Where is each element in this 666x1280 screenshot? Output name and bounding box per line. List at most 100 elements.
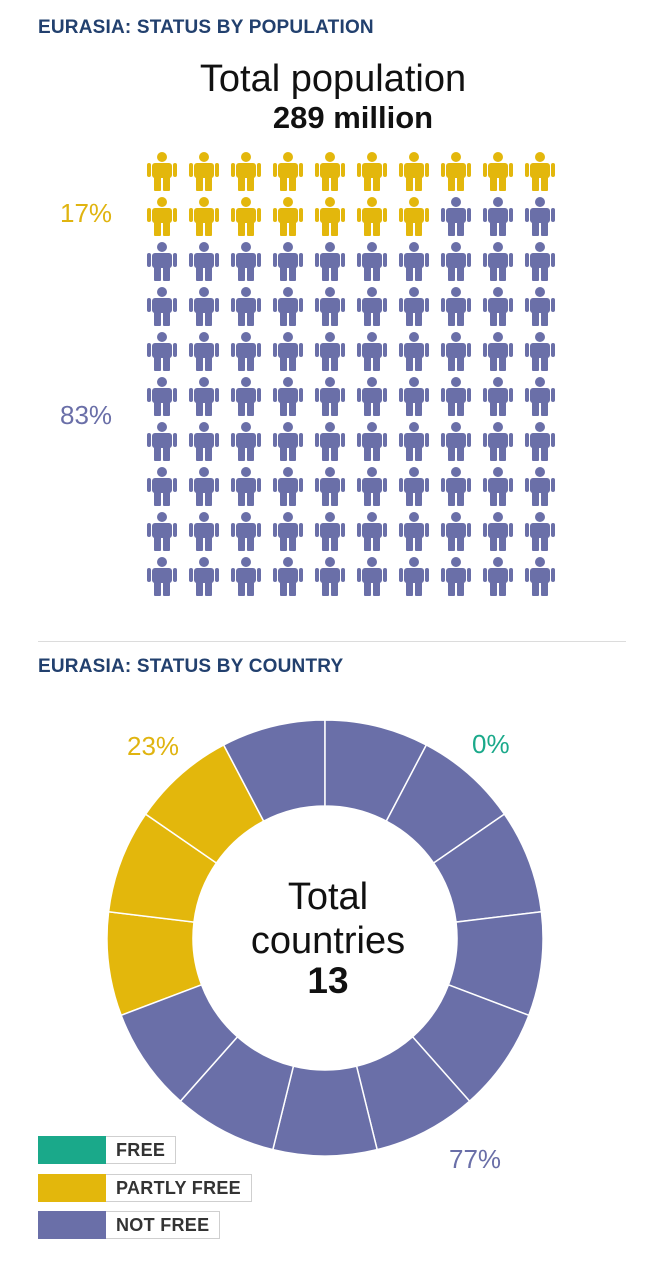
person-icon <box>399 467 429 506</box>
person-icon <box>231 422 261 461</box>
person-icon <box>315 197 345 236</box>
person-icon <box>147 332 177 371</box>
person-icon <box>273 557 303 596</box>
person-icon <box>315 242 345 281</box>
person-icon <box>483 512 513 551</box>
person-icon <box>357 332 387 371</box>
person-icon <box>147 557 177 596</box>
person-icon <box>441 197 471 236</box>
person-icon <box>315 152 345 191</box>
donut-segment-not-free <box>271 1065 379 1157</box>
total-countries-label-line2: countries <box>250 920 406 962</box>
country-free-percent: 0% <box>472 729 510 759</box>
person-icon <box>483 377 513 416</box>
person-icon <box>273 467 303 506</box>
total-population-label: Total population <box>199 58 467 100</box>
person-icon <box>357 512 387 551</box>
person-icon <box>231 557 261 596</box>
donut-segment-not-free <box>385 743 506 865</box>
person-icon <box>483 287 513 326</box>
person-icon <box>525 332 555 371</box>
person-icon <box>315 557 345 596</box>
donut-segment-not-free <box>432 813 543 923</box>
person-icon <box>231 287 261 326</box>
person-icon <box>357 557 387 596</box>
person-icon <box>231 152 261 191</box>
donut-segment-not-free <box>324 719 428 823</box>
person-icon <box>525 422 555 461</box>
person-icon <box>147 422 177 461</box>
person-icon <box>231 197 261 236</box>
person-icon <box>357 377 387 416</box>
person-icon <box>441 152 471 191</box>
person-icon <box>147 467 177 506</box>
person-icon <box>399 422 429 461</box>
person-icon <box>399 332 429 371</box>
population-partly-free-percent: 17% <box>60 198 113 228</box>
legend-label-not-free: NOT FREE <box>106 1211 221 1239</box>
person-icon <box>189 467 219 506</box>
legend-label-partly-free: PARTLY FREE <box>106 1174 252 1202</box>
person-icon <box>525 512 555 551</box>
person-icon <box>189 422 219 461</box>
population-not-free-percent: 83% <box>60 400 113 430</box>
donut-segment-partly-free <box>107 813 218 923</box>
person-icon <box>441 422 471 461</box>
person-icon <box>189 287 219 326</box>
person-icon <box>273 287 303 326</box>
person-icon <box>273 242 303 281</box>
person-icon <box>147 197 177 236</box>
person-icon <box>483 332 513 371</box>
total-population-value: 289 million <box>272 100 434 135</box>
legend-swatch-free <box>38 1136 106 1164</box>
total-countries-label-line1: Total <box>287 876 369 918</box>
person-icon <box>189 242 219 281</box>
person-icon <box>483 557 513 596</box>
person-icon <box>399 152 429 191</box>
person-icon <box>231 467 261 506</box>
total-countries-value: 13 <box>307 960 349 1001</box>
person-icon <box>483 242 513 281</box>
person-icon <box>357 467 387 506</box>
person-icon <box>441 512 471 551</box>
person-icon <box>357 242 387 281</box>
country-partly-free-percent: 23% <box>127 731 180 761</box>
person-icon <box>483 422 513 461</box>
person-icon <box>441 332 471 371</box>
person-icon <box>315 332 345 371</box>
legend-swatch-not-free <box>38 1211 106 1239</box>
person-icon <box>315 287 345 326</box>
person-icon <box>147 287 177 326</box>
person-icon <box>315 422 345 461</box>
person-icon <box>147 152 177 191</box>
person-icon <box>315 512 345 551</box>
person-icon <box>399 377 429 416</box>
country-section-title: EURASIA: STATUS BY COUNTRY <box>38 656 344 677</box>
person-icon <box>273 197 303 236</box>
country-not-free-percent: 77% <box>449 1144 502 1174</box>
person-icon <box>231 377 261 416</box>
person-icon <box>189 557 219 596</box>
person-icon <box>525 467 555 506</box>
legend-swatch-partly-free <box>38 1174 106 1202</box>
legend-item-free: FREE <box>38 1136 177 1164</box>
donut-segment-not-free <box>355 1035 471 1151</box>
person-icon <box>273 377 303 416</box>
person-icon <box>231 332 261 371</box>
donut-segment-partly-free <box>144 743 265 865</box>
person-icon <box>525 287 555 326</box>
person-icon <box>147 242 177 281</box>
person-icon <box>441 287 471 326</box>
donut-segment-not-free <box>120 983 239 1103</box>
person-icon <box>525 557 555 596</box>
person-icon <box>273 512 303 551</box>
legend-item-partly-free: PARTLY FREE <box>38 1174 252 1202</box>
person-icon <box>441 377 471 416</box>
person-icon <box>147 377 177 416</box>
person-icon <box>441 557 471 596</box>
person-icon <box>273 422 303 461</box>
legend-item-not-free: NOT FREE <box>38 1211 221 1239</box>
person-icon <box>399 197 429 236</box>
person-icon <box>399 557 429 596</box>
person-icon <box>399 287 429 326</box>
